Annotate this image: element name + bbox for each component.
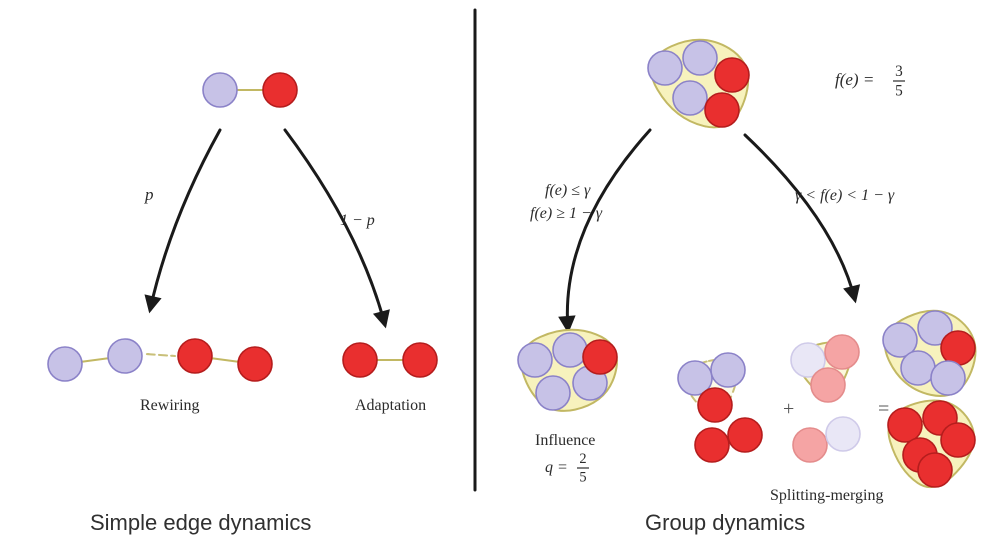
svg-text:f(e) =: f(e) = [835, 70, 874, 89]
split-result-b [888, 401, 975, 488]
svg-text:5: 5 [579, 470, 586, 486]
label-1-p: 1 − p [340, 212, 375, 229]
node-red [403, 343, 437, 377]
node-red [888, 408, 922, 442]
node-purple [553, 333, 587, 367]
node-red [941, 331, 975, 365]
right-top-group [648, 40, 749, 128]
node-purple [518, 343, 552, 377]
plus-sign: + [783, 398, 794, 420]
label-split-merge: Splitting-merging [770, 487, 883, 504]
node-red [698, 388, 732, 422]
node-red_faded [793, 428, 827, 462]
node-red [263, 73, 297, 107]
cond-left: f(e) ≤ γ [545, 182, 591, 199]
node-red [705, 93, 739, 127]
node-purple [203, 73, 237, 107]
svg-text:q =: q = [545, 459, 568, 476]
svg-text:2: 2 [579, 451, 586, 467]
rewiring-ghost [145, 354, 175, 356]
node-purple [648, 51, 682, 85]
rewiring-right-pair [178, 339, 272, 381]
node-red [728, 418, 762, 452]
node-red [715, 58, 749, 92]
node-purple [931, 361, 965, 395]
split-result-a [883, 311, 975, 396]
node-red [343, 343, 377, 377]
node-red [583, 340, 617, 374]
node-purple [536, 376, 570, 410]
split-faded-a [791, 335, 859, 402]
node-red [918, 453, 952, 487]
influence-group [518, 330, 617, 411]
node-red_faded [825, 335, 859, 369]
arrow [150, 130, 220, 310]
split-ghost-a [678, 353, 745, 422]
arrow [567, 130, 650, 330]
node-purple [108, 339, 142, 373]
node-red_faded [811, 368, 845, 402]
node-red [238, 347, 272, 381]
node-purple [48, 347, 82, 381]
fraction-label: q = 2 5 [545, 451, 589, 486]
fe-top: f(e) = [835, 70, 874, 89]
svg-text:5: 5 [895, 82, 903, 99]
node-purple [711, 353, 745, 387]
label-rewiring: Rewiring [140, 397, 200, 414]
adaptation-pair [343, 343, 437, 377]
fraction-label: 35 [893, 63, 905, 99]
split-faded-b [793, 417, 860, 462]
node-purple [673, 81, 707, 115]
node-purple [901, 351, 935, 385]
label-adaptation: Adaptation [355, 397, 426, 414]
equals-sign: = [878, 398, 889, 420]
arrow [745, 135, 855, 300]
left-top-pair [203, 73, 297, 107]
label-p: p [144, 185, 154, 204]
node-red [178, 339, 212, 373]
node-red [941, 423, 975, 457]
label-influence: Influence [535, 432, 595, 449]
rewiring-left-pair [48, 339, 142, 381]
split-ghost-b [695, 418, 762, 462]
title-right: Group dynamics [645, 510, 805, 535]
node-purple [683, 41, 717, 75]
node-purple_faded [826, 417, 860, 451]
title-left: Simple edge dynamics [90, 510, 311, 535]
svg-text:3: 3 [895, 63, 903, 80]
node-red [695, 428, 729, 462]
cond-left: f(e) ≥ 1 − γ [530, 205, 603, 222]
cond-right: γ < f(e) < 1 − γ [795, 187, 895, 204]
